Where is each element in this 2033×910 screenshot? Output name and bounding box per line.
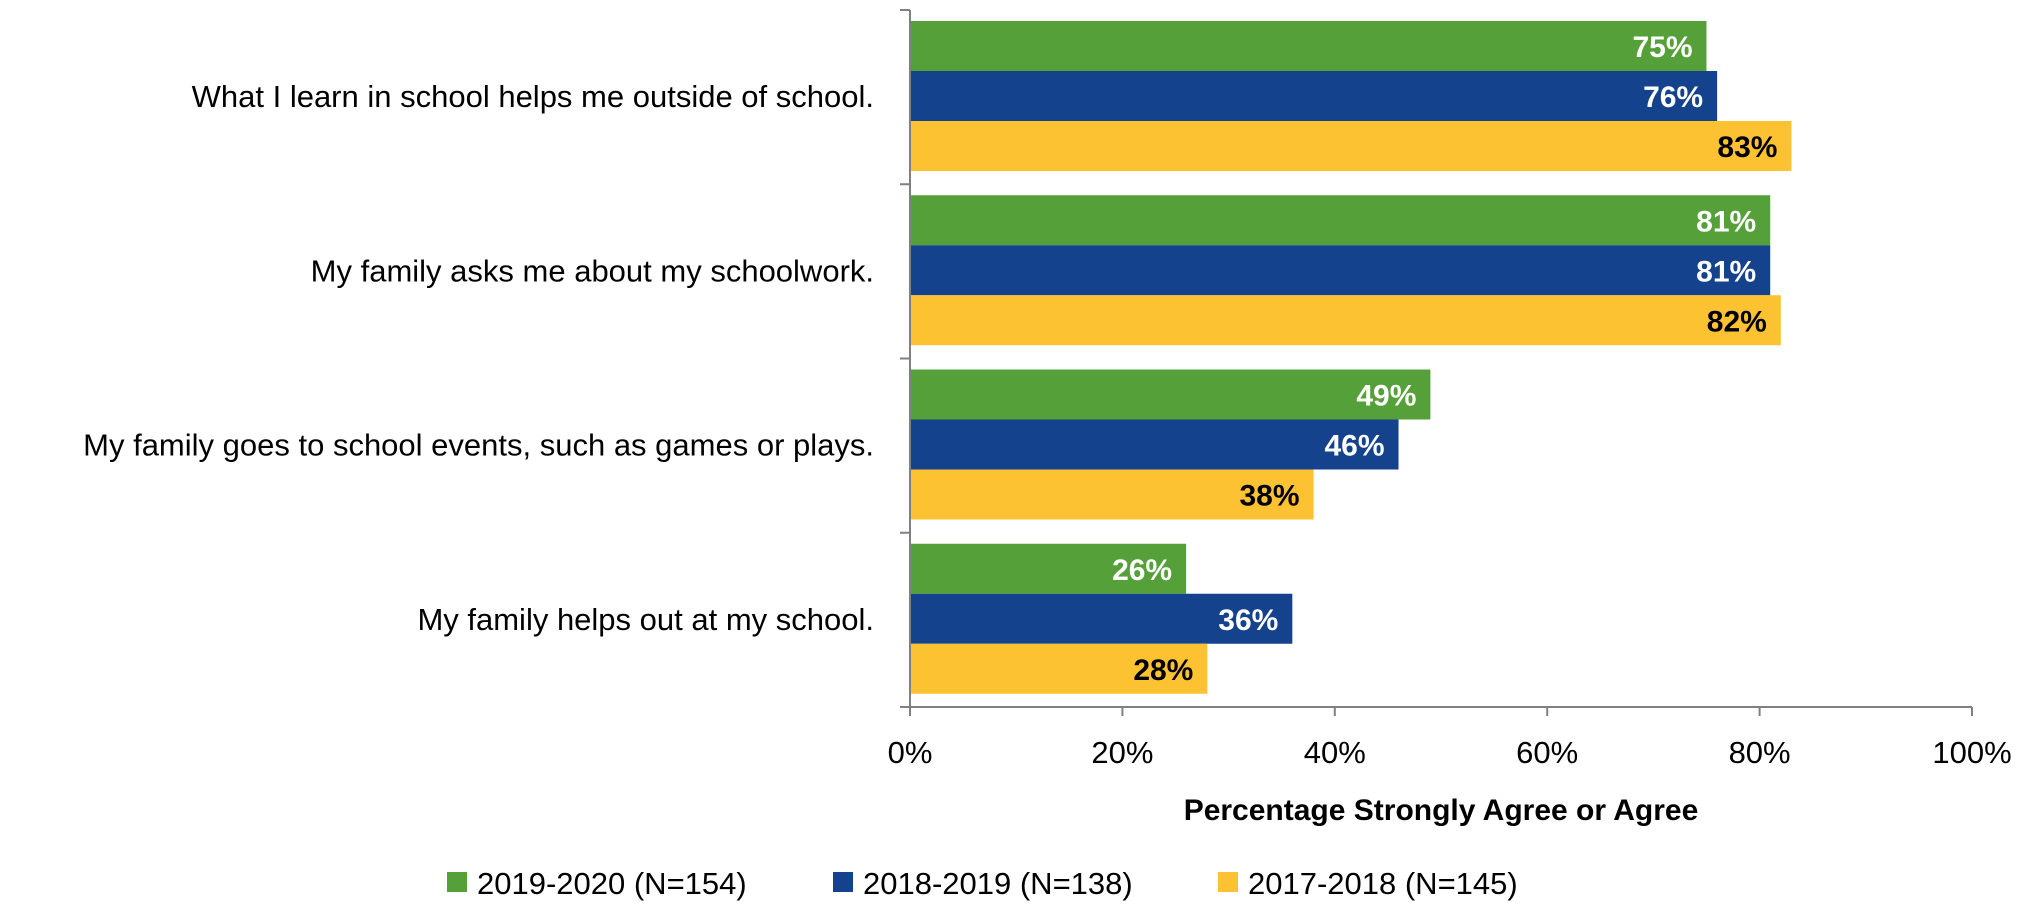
x-tick-label: 60% [1516,735,1578,770]
bar [910,245,1771,296]
bar [910,593,1293,644]
bar-value-label: 81% [1696,255,1756,288]
bar-value-label: 28% [1133,654,1193,687]
category-labels-group: What I learn in school helps me outside … [83,79,874,637]
bar [910,121,1792,171]
bar [910,71,1718,121]
x-axis-title: Percentage Strongly Agree or Agree [1184,794,1699,827]
legend-label: 2018-2019 (N=138) [863,866,1133,901]
bar-value-label: 76% [1643,81,1703,114]
bar [910,21,1707,71]
y-ticks-group [900,9,910,708]
bar [910,469,1314,520]
bar [910,369,1431,420]
category-label: My family helps out at my school. [417,602,874,637]
bar-value-label: 38% [1240,480,1300,513]
bar-value-label: 75% [1632,31,1692,64]
x-tick-label: 20% [1091,735,1153,770]
x-tick-label: 0% [888,735,933,770]
legend-label: 2017-2018 (N=145) [1248,866,1518,901]
legend-swatch [1218,872,1238,892]
bar [910,419,1399,470]
bar-value-label: 83% [1717,131,1777,164]
x-tick-label: 40% [1304,735,1366,770]
legend-swatch [447,872,467,892]
x-tick-label: 100% [1932,735,2011,770]
bar-labels-group: 75% 76% 83% 81% 81% 82% 49% 46% 38% 26% 36% 28% [1112,31,1777,687]
x-tick-label: 80% [1729,735,1791,770]
category-label: What I learn in school helps me outside … [192,79,874,114]
legend-label: 2019-2020 (N=154) [477,866,747,901]
category-label: My family asks me about my schoolwork. [311,253,874,288]
bar-value-label: 49% [1356,380,1416,413]
category-label: My family goes to school events, such as… [83,428,874,463]
bars-group [910,21,1792,694]
bar [910,195,1771,246]
bar [910,643,1208,694]
bar-value-label: 46% [1324,430,1384,463]
bar-value-label: 26% [1112,554,1172,587]
x-ticks-group: 0% 20% 40% 60% 80% 100% [888,707,2012,770]
bar-value-label: 81% [1696,205,1756,238]
legend: 2019-2020 (N=154) 2018-2019 (N=138) 2017-2… [447,866,1518,901]
bar-value-label: 36% [1218,604,1278,637]
bar [910,543,1187,594]
bar [910,295,1781,346]
bar-value-label: 82% [1707,305,1767,338]
legend-swatch [833,872,853,892]
